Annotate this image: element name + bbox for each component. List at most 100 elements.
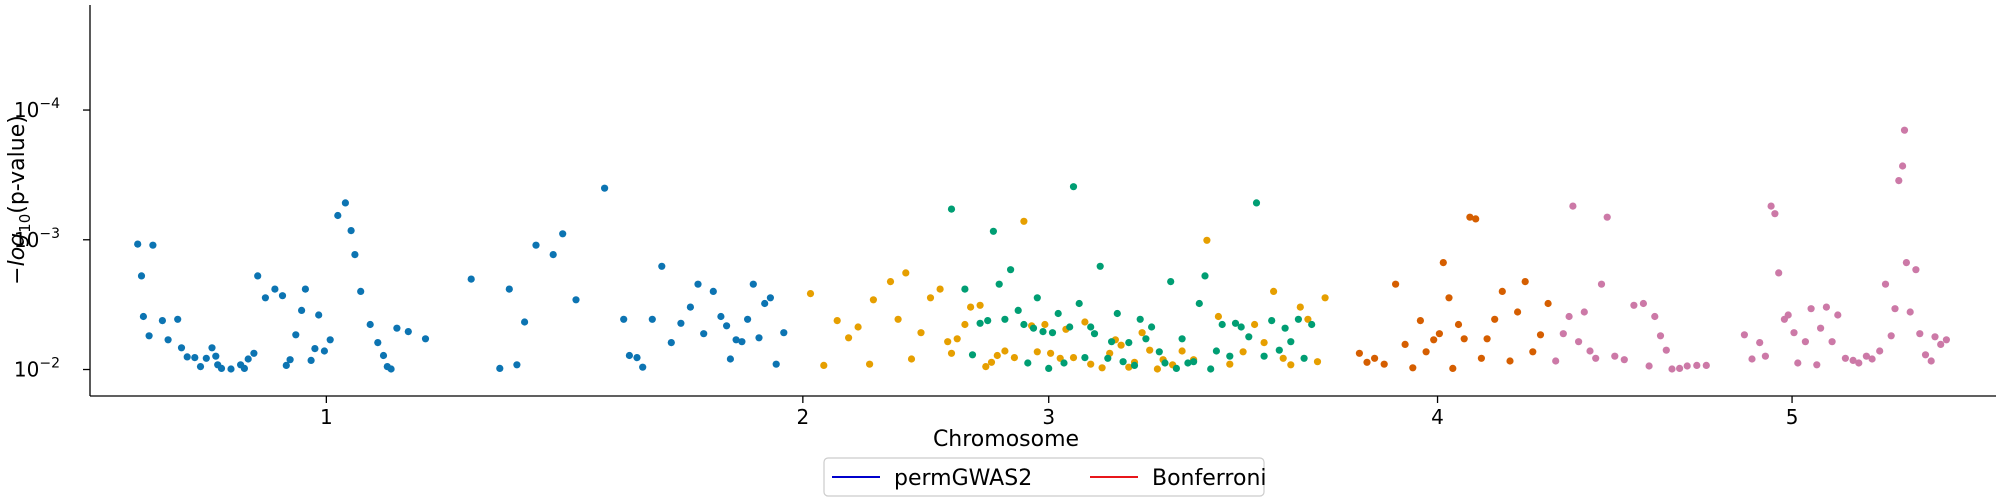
data-point — [1887, 332, 1895, 340]
data-point — [1611, 352, 1619, 360]
data-point — [987, 358, 996, 366]
data-point — [1784, 311, 1792, 319]
data-point — [202, 354, 210, 362]
data-point — [1569, 202, 1577, 210]
data-point — [191, 354, 199, 362]
data-point — [982, 363, 990, 371]
data-point — [886, 278, 895, 286]
data-point — [208, 344, 216, 352]
y-tick-label: 10−4 — [14, 96, 60, 122]
data-point — [780, 329, 788, 337]
data-point — [926, 294, 935, 302]
data-point — [341, 199, 349, 207]
data-point — [749, 280, 757, 288]
data-point — [1422, 348, 1430, 356]
x-tick-label: 5 — [1786, 405, 1799, 429]
series-chromosome-4 — [1355, 213, 1552, 372]
data-point — [601, 184, 609, 192]
data-point — [286, 356, 294, 364]
data-point — [1603, 213, 1611, 221]
data-point — [254, 272, 262, 280]
data-point — [1178, 335, 1186, 343]
data-point — [1849, 356, 1857, 364]
data-point — [1108, 338, 1116, 346]
data-point — [1195, 299, 1203, 308]
data-point — [1260, 352, 1268, 360]
data-point — [1146, 346, 1154, 354]
data-point — [1098, 364, 1106, 372]
data-point — [866, 360, 874, 368]
data-point — [1895, 177, 1903, 185]
data-point — [183, 353, 191, 361]
series-chromosome-3 — [947, 183, 1316, 373]
data-point — [1226, 352, 1234, 360]
data-point — [1401, 340, 1409, 348]
data-point — [1409, 364, 1417, 372]
data-point — [1891, 305, 1899, 313]
data-point — [845, 334, 853, 342]
data-point — [1268, 317, 1276, 325]
data-point — [1218, 320, 1226, 329]
data-point — [677, 319, 685, 327]
data-point — [1817, 324, 1825, 332]
data-point — [917, 329, 925, 337]
data-point — [572, 296, 580, 304]
data-point — [1937, 340, 1945, 348]
data-point — [139, 312, 147, 321]
data-point — [1029, 324, 1038, 332]
data-point — [1906, 308, 1914, 316]
data-point — [639, 363, 647, 371]
data-point — [1656, 332, 1665, 340]
data-point — [1506, 357, 1514, 365]
data-point — [1521, 278, 1529, 286]
series-chromosome-4b — [1552, 202, 1710, 373]
data-point — [1113, 309, 1121, 318]
data-point — [1645, 362, 1653, 370]
data-point — [1921, 351, 1930, 359]
data-point — [1900, 126, 1909, 134]
y-label-prefix: − — [5, 266, 30, 284]
data-point — [761, 299, 769, 308]
data-point — [936, 285, 944, 293]
legend: permGWAS2 Bonferroni — [823, 457, 1267, 497]
data-point — [1639, 299, 1647, 308]
data-point — [212, 352, 220, 360]
y-tick-label: 10−3 — [14, 226, 60, 252]
data-point — [1813, 361, 1821, 369]
data-point — [1275, 346, 1283, 354]
data-point — [1321, 294, 1329, 302]
data-point — [315, 311, 323, 319]
data-point — [174, 315, 182, 323]
data-point — [1620, 356, 1628, 364]
y-ticks: 10−510−410−310−2 — [14, 96, 90, 382]
data-point — [404, 328, 412, 336]
y-axis-label: −log10(p-value) — [5, 115, 34, 285]
data-point — [1355, 349, 1363, 357]
data-point — [1060, 359, 1068, 367]
data-point — [620, 315, 628, 323]
data-point — [1771, 210, 1779, 218]
data-point — [1544, 299, 1552, 308]
data-point — [1676, 364, 1684, 372]
data-point — [357, 287, 365, 295]
legend-label-bonferroni: Bonferroni — [1152, 466, 1267, 491]
data-point — [717, 312, 725, 321]
data-point — [967, 303, 975, 311]
data-point — [149, 241, 157, 249]
data-point — [1449, 364, 1457, 372]
data-point — [1281, 324, 1289, 332]
data-point — [1559, 330, 1567, 338]
data-point — [744, 315, 752, 323]
data-point — [976, 301, 984, 309]
x-tick-label: 3 — [1042, 405, 1055, 429]
data-point — [549, 251, 557, 259]
data-point — [1007, 266, 1015, 274]
data-point — [1536, 331, 1545, 339]
data-point — [947, 205, 956, 213]
data-point — [1279, 354, 1287, 362]
data-point — [250, 349, 258, 357]
data-point — [1010, 354, 1019, 362]
data-point — [1020, 320, 1028, 329]
data-point — [1178, 347, 1186, 355]
data-point — [1912, 266, 1920, 274]
